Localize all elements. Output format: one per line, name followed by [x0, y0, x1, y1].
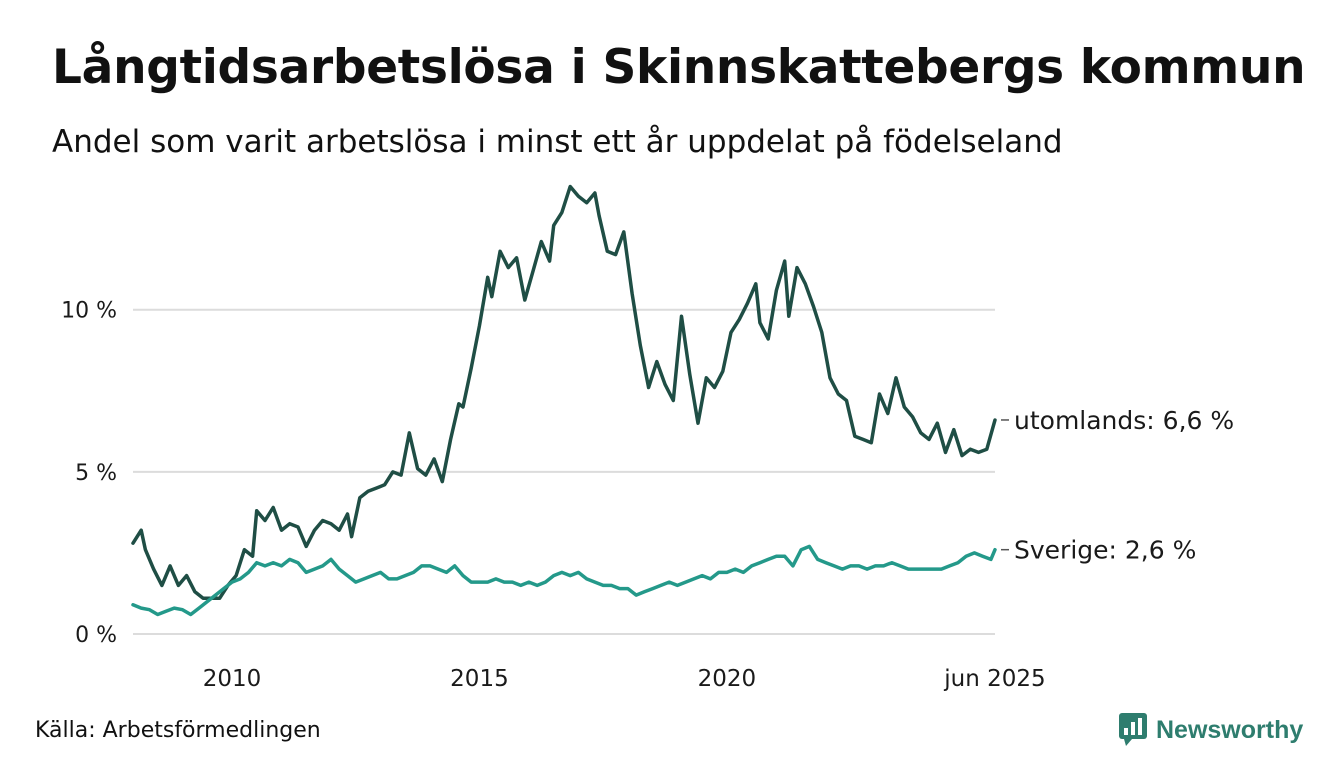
series-lines — [131, 184, 997, 617]
source-note: Källa: Arbetsförmedlingen — [35, 718, 321, 743]
end-label-sverige: Sverige: 2,6 % — [1014, 536, 1196, 565]
x-axis-ticks: 2010 2015 2020 jun 2025 — [203, 666, 1046, 692]
brand-name: Newsworthy — [1156, 715, 1304, 744]
x-tick-label: 2010 — [203, 666, 262, 692]
x-tick-label: 2020 — [698, 666, 757, 692]
chart-subtitle: Andel som varit arbetslösa i minst ett å… — [52, 124, 1063, 160]
series-line-sverige — [131, 544, 997, 617]
y-axis-ticks: 0 % 5 % 10 % — [61, 299, 117, 648]
gridlines — [133, 308, 995, 635]
series-line-utomlands — [131, 184, 997, 601]
chart-title: Långtidsarbetslösa i Skinnskattebergs ko… — [52, 40, 1306, 95]
x-tick-label: jun 2025 — [943, 666, 1045, 692]
brand-logo[interactable]: Newsworthy — [1118, 712, 1303, 748]
y-tick-label: 5 % — [75, 461, 117, 486]
end-label-utomlands: utomlands: 6,6 % — [1014, 406, 1234, 435]
y-tick-label: 10 % — [61, 299, 117, 324]
x-tick-label: 2015 — [450, 666, 509, 692]
newsworthy-logo-icon — [1119, 713, 1147, 746]
series-end-labels: utomlands: 6,6 % Sverige: 2,6 % — [1001, 406, 1234, 565]
y-tick-label: 0 % — [75, 623, 117, 648]
